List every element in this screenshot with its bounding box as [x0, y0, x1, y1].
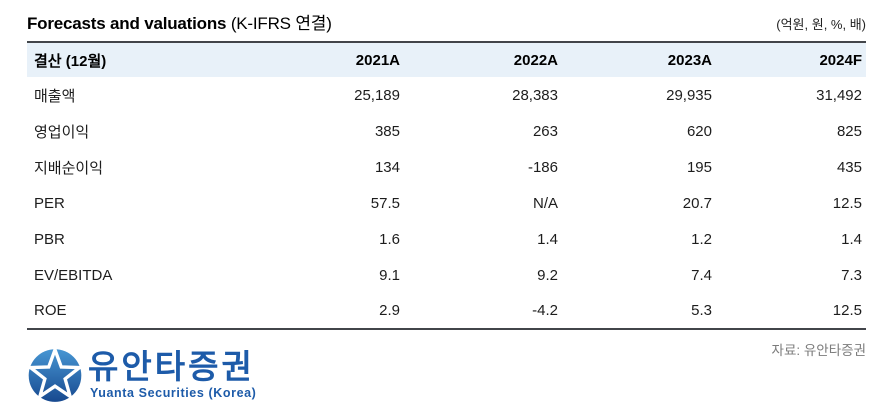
cell: -186 — [527, 158, 558, 176]
cell: 28,383 — [512, 86, 558, 104]
star-circle-icon — [27, 347, 83, 402]
cell: 134 — [374, 158, 400, 176]
page-title: Forecasts and valuations (K-IFRS 연결) — [27, 9, 332, 34]
cell: 5.3 — [691, 302, 712, 319]
cell: -4.2 — [532, 302, 558, 319]
column-header-2023a: 2023A — [667, 51, 712, 69]
column-header-2024f: 2024F — [819, 51, 862, 69]
table-row-net-profit: 지배순이익 134 -186 195 435 — [27, 149, 866, 185]
cell: 1.4 — [841, 230, 862, 248]
yuanta-logo: 유안타증권 Yuanta Securities (Korea) — [27, 347, 256, 403]
logo-korean-name: 유안타증권 — [88, 348, 255, 385]
column-header-period: 결산 (12월) — [34, 52, 107, 70]
cell: 12.5 — [832, 194, 862, 212]
cell: N/A — [532, 194, 558, 212]
forecasts-table: 결산 (12월) 2021A 2022A 2023A 2024F 매출액 25,… — [27, 41, 866, 330]
row-label: 매출액 — [34, 87, 76, 105]
cell: 7.3 — [841, 266, 862, 284]
cell: 263 — [532, 122, 558, 140]
column-header-2022a: 2022A — [513, 51, 558, 69]
table-row-operating-profit: 영업이익 385 263 620 825 — [27, 113, 866, 149]
cell: 9.1 — [379, 266, 400, 284]
table-section: Forecasts and valuations (K-IFRS 연결) (억원… — [27, 9, 866, 359]
cell: 620 — [686, 122, 712, 140]
row-label: PER — [34, 194, 65, 212]
title-row: Forecasts and valuations (K-IFRS 연결) (억원… — [27, 9, 866, 41]
table-row-revenue: 매출액 25,189 28,383 29,935 31,492 — [27, 77, 866, 113]
cell: 385 — [374, 122, 400, 140]
column-header-2021a: 2021A — [355, 51, 400, 69]
cell: 195 — [686, 158, 712, 176]
table-row-pbr: PBR 1.6 1.4 1.2 1.4 — [27, 221, 866, 257]
table-row-roe: ROE 2.9 -4.2 5.3 12.5 — [27, 293, 866, 329]
cell: 1.2 — [691, 230, 712, 248]
title-main: Forecasts and valuations — [27, 14, 227, 33]
cell: 7.4 — [691, 266, 712, 284]
row-label: 영업이익 — [34, 123, 90, 141]
cell: 435 — [836, 158, 862, 176]
row-label: EV/EBITDA — [34, 266, 113, 284]
title-sub: (K-IFRS 연결) — [230, 14, 332, 33]
cell: 825 — [836, 122, 862, 140]
logo-english-name: Yuanta Securities (Korea) — [90, 385, 257, 400]
cell: 25,189 — [354, 86, 400, 104]
row-label: ROE — [34, 302, 67, 319]
cell: 57.5 — [370, 194, 400, 212]
units-label: (억원, 원, %, 배) — [776, 17, 866, 32]
source-note: 자료: 유안타증권 — [771, 343, 866, 358]
table-row-ev-ebitda: EV/EBITDA 9.1 9.2 7.4 7.3 — [27, 257, 866, 293]
cell: 31,492 — [816, 86, 862, 104]
row-label: 지배순이익 — [34, 159, 104, 177]
row-label: PBR — [34, 230, 65, 248]
cell: 9.2 — [537, 266, 558, 284]
table-row-per: PER 57.5 N/A 20.7 12.5 — [27, 185, 866, 221]
logo-text: 유안타증권 Yuanta Securities (Korea) — [88, 347, 257, 400]
cell: 2.9 — [379, 302, 400, 319]
cell: 1.6 — [379, 230, 400, 248]
cell: 12.5 — [832, 302, 862, 319]
cell: 1.4 — [537, 230, 558, 248]
cell: 20.7 — [682, 194, 712, 212]
cell: 29,935 — [666, 86, 712, 104]
header-row: 결산 (12월) 2021A 2022A 2023A 2024F — [27, 42, 866, 77]
